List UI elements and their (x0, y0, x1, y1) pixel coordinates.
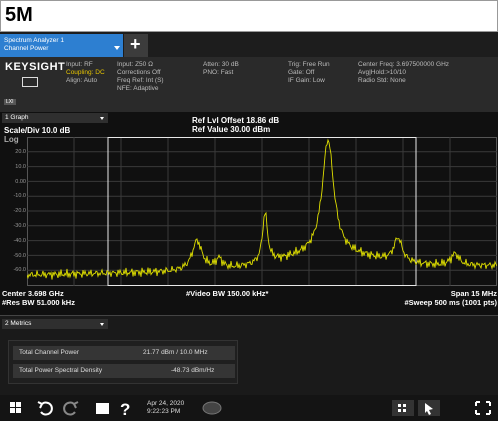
log: Log (4, 135, 19, 144)
span: Span 15 MHz (450, 289, 497, 298)
add-tab-label: + (130, 34, 141, 54)
keyboard-icon[interactable] (202, 401, 222, 415)
y-label: 0.00 (15, 178, 26, 185)
setting: Corrections Off (117, 69, 161, 76)
title: 5M (5, 4, 33, 26)
add-tab[interactable]: + (124, 34, 148, 57)
tab-line1: Spectrum Analyzer 1 (4, 37, 64, 44)
folder-icon[interactable] (96, 403, 109, 414)
center: Center 3.698 GHz (2, 289, 64, 298)
metric-name: Total Channel Power (19, 349, 79, 356)
metric-value: -48.73 dBm/Hz (171, 367, 215, 374)
grid (27, 137, 497, 286)
setting: Coupling: DC (66, 69, 105, 76)
tab-bar: Spectrum Analyzer 1 Channel Power + (0, 32, 498, 57)
monitor-icon (22, 77, 38, 87)
y-label: -30.0 (13, 223, 26, 229)
trace (27, 138, 497, 280)
scale: Scale/Div 10.0 dB (4, 126, 71, 135)
y-label: -40.0 (13, 237, 26, 244)
taskbar: ? Apr 24, 2020 9:22:23 PM (0, 395, 498, 421)
arrow (100, 323, 104, 326)
title-band: 5M (0, 0, 498, 32)
ref-value: Ref Value 30.00 dBm (192, 125, 271, 134)
date: Apr 24, 2020 (147, 400, 185, 407)
setting: Radio Std: None (358, 77, 406, 84)
metric-row: Total Channel Power 21.77 dBm / 10.0 MHz (13, 346, 235, 360)
fullscreen-icon[interactable] (475, 401, 491, 415)
active-tab[interactable]: Spectrum Analyzer 1 Channel Power (0, 34, 123, 57)
help-icon[interactable]: ? (120, 400, 130, 419)
graph-panel: 1 Graph Scale/Div 10.0 dB Log Ref Lvl Of… (0, 112, 498, 315)
graph-window: 1 Graph (5, 114, 29, 121)
setting: Freq Ref: Int (S) (117, 77, 164, 84)
y-label: -20.0 (13, 208, 26, 215)
y-label: -10.0 (13, 193, 26, 200)
y-label: 10.0 (15, 163, 26, 170)
metrics-window-select[interactable]: 2 Metrics (2, 319, 108, 329)
graph-window-select[interactable]: 1 Graph (2, 113, 108, 123)
y-labels: 20.0 10.0 0.00 -10.0 -20.0 -30.0 -40.0 -50.0 -60… (0, 112, 28, 315)
y-label: -60.0 (13, 267, 26, 274)
setting: Gate: Off (288, 69, 315, 76)
ref-offset: Ref Lvl Offset 18.86 dB (192, 116, 280, 125)
tab-arrow (114, 46, 120, 50)
brand: KEYSIGHT (5, 61, 66, 73)
res-bw: #Res BW 51.000 kHz (2, 298, 75, 307)
setting: PNO: Fast (203, 69, 234, 76)
time: 9:22:23 PM (147, 408, 181, 415)
setting: Center Freq: 3.697500000 GHz (358, 61, 450, 68)
setting: Align: Auto (66, 77, 98, 84)
setting: NFE: Adaptive (117, 85, 159, 92)
metric-name: Total Power Spectral Density (19, 367, 103, 374)
taskbar-icons: ? (10, 400, 491, 419)
metric-row: Total Power Spectral Density -48.73 dBm/… (13, 364, 235, 378)
windows-icon[interactable] (10, 402, 21, 413)
metrics-window: 2 Metrics (5, 320, 32, 327)
setting: Avg|Hold:>10/10 (358, 69, 407, 76)
tab-line2: Channel Power (4, 45, 49, 52)
video-bw: #Video BW 150.00 kHz* (186, 289, 269, 298)
redo-icon[interactable] (63, 401, 79, 416)
setting: IF Gain: Low (288, 77, 325, 84)
undo-icon[interactable] (37, 401, 53, 416)
arrow (100, 117, 104, 120)
y-label: 20.0 (15, 149, 26, 155)
setting: Trig: Free Run (288, 61, 330, 68)
y-label: -50.0 (13, 252, 26, 259)
setting: Input: Z50 Ω (117, 61, 153, 68)
apps-icon[interactable] (392, 400, 414, 416)
plot (27, 137, 497, 286)
setting: Atten: 30 dB (203, 61, 239, 68)
lxi: LXI (4, 99, 16, 105)
sweep: #Sweep 500 ms (1001 pts) (404, 298, 497, 307)
metrics-box: Total Channel Power 21.77 dBm / 10.0 MHz… (8, 340, 238, 384)
header: KEYSIGHT LXI Input: RF Coupling: DC Alig… (0, 57, 498, 112)
channel-box (107, 137, 417, 286)
setting: Input: RF (66, 61, 93, 68)
metric-value: 21.77 dBm / 10.0 MHz (143, 349, 208, 356)
metrics-panel: 2 Metrics Total Channel Power 21.77 dBm … (0, 315, 498, 395)
